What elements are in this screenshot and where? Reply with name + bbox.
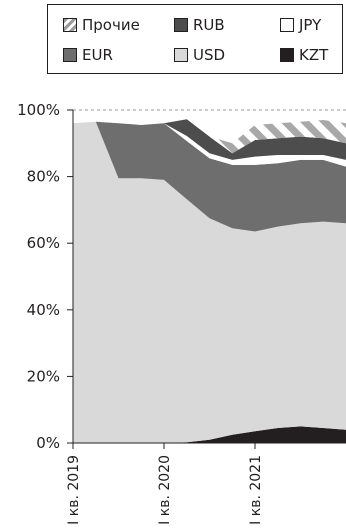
legend-label: KZT — [299, 46, 329, 64]
axes-group: 0% 20% 40% 60% 80% 100% I кв. 2019 I кв. 2020 I … — [17, 101, 346, 525]
legend-item-kzt: KZT — [280, 45, 328, 65]
y-tick-label: 40% — [27, 301, 60, 319]
legend-item-прочие: Прочие — [63, 15, 140, 35]
legend-label: Прочие — [82, 16, 140, 34]
area-jpy — [73, 121, 346, 167]
legend-swatch — [174, 48, 188, 62]
legend-swatch — [63, 48, 77, 62]
y-tick-label: 20% — [27, 367, 60, 385]
y-tick-label: 80% — [27, 168, 60, 186]
legend-item-usd: USD — [174, 45, 225, 65]
y-tick-label: 60% — [27, 234, 60, 252]
legend-swatch — [174, 18, 188, 32]
area-usd — [73, 121, 346, 443]
legend-label: JPY — [299, 16, 322, 34]
area-прочие — [73, 119, 346, 154]
legend-item-eur: EUR — [63, 45, 113, 65]
legend-label: EUR — [82, 46, 113, 64]
legend-item-jpy: JPY — [280, 15, 321, 35]
y-tick-label: 100% — [17, 101, 60, 119]
x-tick-label: I кв. 2019 — [66, 455, 82, 525]
legend-item-rub: RUB — [174, 15, 225, 35]
legend-label: USD — [193, 46, 226, 64]
legend: Прочие RUB JPY EUR USD KZT — [47, 4, 343, 74]
area-series-group — [73, 119, 346, 443]
x-tick-label: I кв. 2021 — [248, 455, 264, 525]
area-eur — [73, 121, 346, 232]
area-kzt — [73, 426, 346, 443]
area-rub — [73, 119, 346, 160]
legend-swatch — [280, 48, 294, 62]
legend-swatch — [63, 18, 77, 32]
y-tick-label: 0% — [36, 434, 60, 452]
legend-label: RUB — [193, 16, 225, 34]
legend-swatch — [280, 18, 294, 32]
x-tick-label: I кв. 2020 — [157, 455, 173, 525]
